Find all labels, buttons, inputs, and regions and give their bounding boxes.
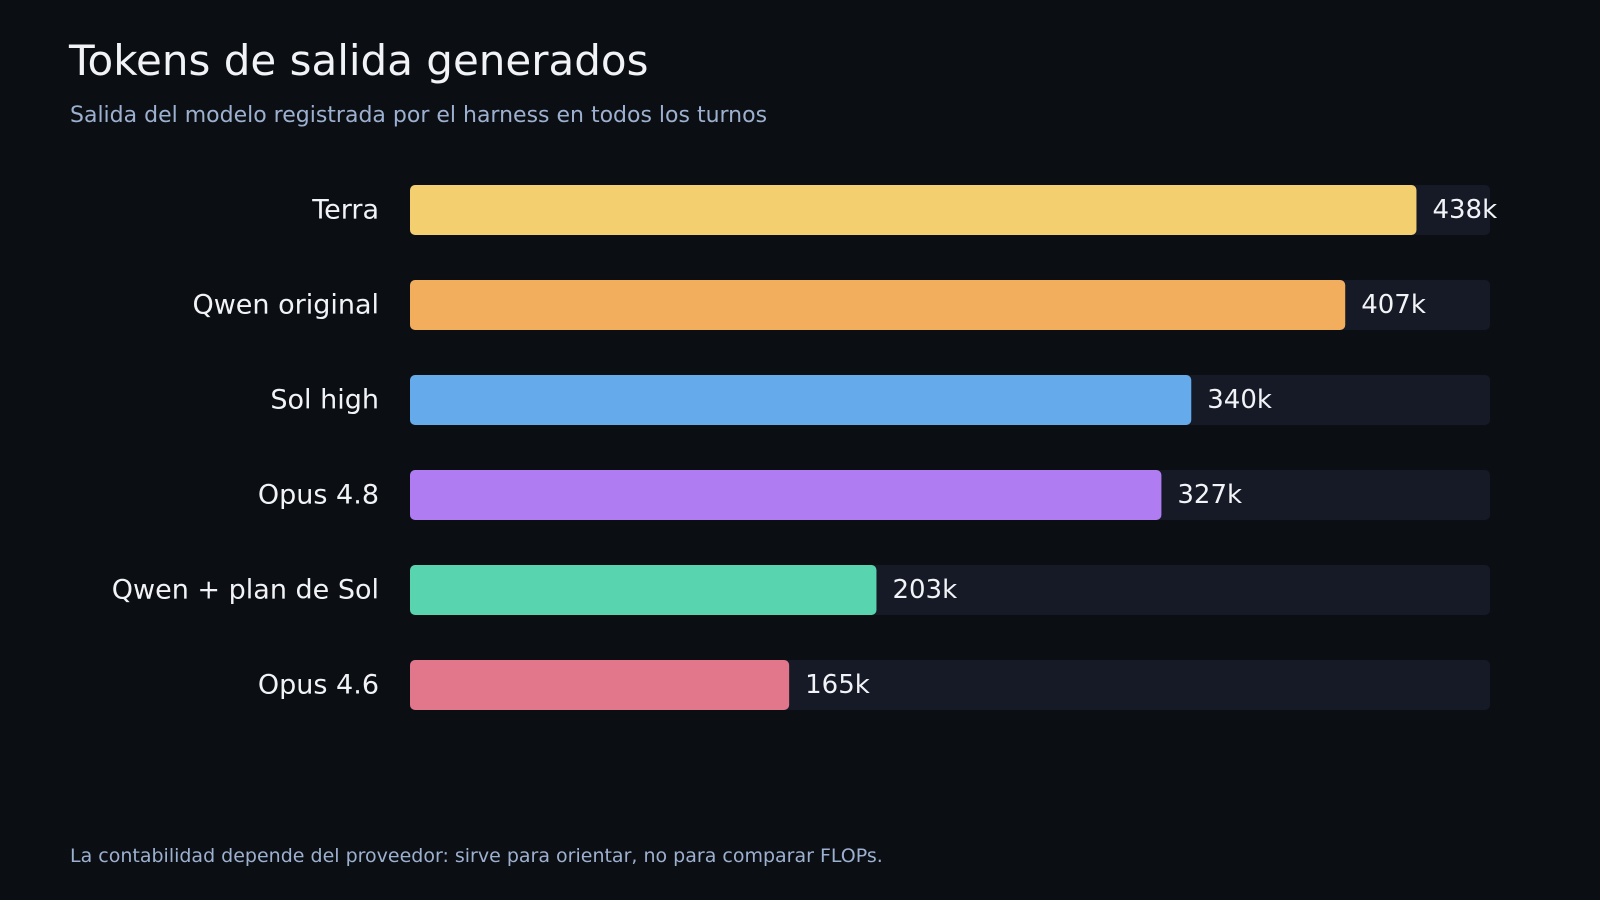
bar xyxy=(410,470,1162,520)
chart-subtitle: Salida del modelo registrada por el harn… xyxy=(70,103,768,128)
bar-row: Qwen original 407k xyxy=(192,280,1490,330)
bar xyxy=(410,375,1192,425)
footnote: La contabilidad depende del proveedor: s… xyxy=(70,845,883,867)
bar xyxy=(410,280,1346,330)
bar-row: Terra 438k xyxy=(311,185,1497,235)
value-label: 203k xyxy=(892,575,957,605)
bar xyxy=(410,660,790,710)
bar-row: Opus 4.8 327k xyxy=(258,470,1490,520)
bar xyxy=(410,565,877,615)
bar xyxy=(410,185,1417,235)
category-label: Sol high xyxy=(270,385,379,416)
value-label: 438k xyxy=(1432,195,1497,225)
category-label: Qwen original xyxy=(192,290,379,321)
bar-row: Sol high 340k xyxy=(270,375,1490,425)
bar-row: Opus 4.6 165k xyxy=(258,660,1490,710)
chart-title: Tokens de salida generados xyxy=(69,36,649,85)
category-label: Opus 4.6 xyxy=(258,670,379,701)
category-label: Opus 4.8 xyxy=(258,480,379,511)
bar-row: Qwen + plan de Sol 203k xyxy=(112,565,1490,615)
value-label: 165k xyxy=(805,670,870,700)
value-label: 407k xyxy=(1361,290,1426,320)
value-label: 340k xyxy=(1207,385,1272,415)
category-label: Qwen + plan de Sol xyxy=(112,575,379,606)
value-label: 327k xyxy=(1177,480,1242,510)
bars-layer: Terra 438k Qwen original 407k Sol high 340k Op… xyxy=(112,185,1497,710)
category-label: Terra xyxy=(311,195,379,226)
